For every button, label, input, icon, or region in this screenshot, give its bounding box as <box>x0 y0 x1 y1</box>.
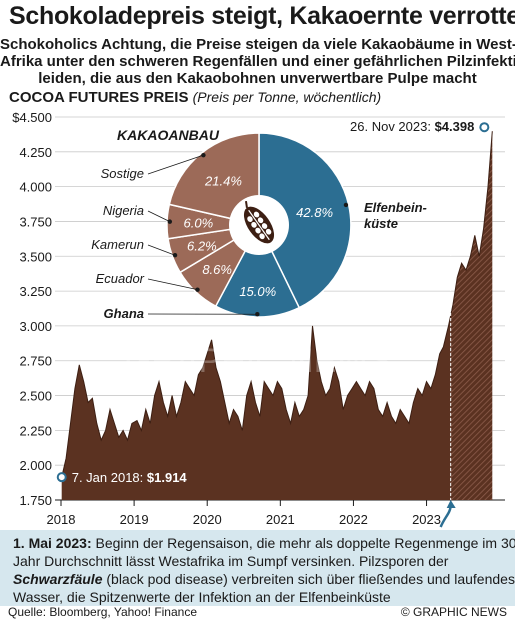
pie-country-label: Sostige <box>101 166 144 181</box>
pie-slice <box>214 223 301 318</box>
brand-credit: © GRAPHIC NEWS <box>400 605 507 619</box>
info-note: 1. Mai 2023: Beginn der Regensaison, die… <box>0 530 515 606</box>
y-tick-label: 2.750 <box>19 354 52 369</box>
subtitle-line-2: Afrika unter den schweren Regenfällen un… <box>0 53 515 70</box>
pie-title: KAKAOANBAU <box>117 127 220 143</box>
y-tick-label: 1.750 <box>19 493 52 508</box>
y-tick-label: 2.500 <box>19 389 52 404</box>
pie-leader-dot <box>255 312 260 317</box>
price-line <box>61 131 493 478</box>
page-title: Schokoladepreis steigt, Kakaoernte verro… <box>9 2 515 30</box>
chart-title-note: (Preis per Tonne, wöchentlich) <box>192 89 382 105</box>
pie-leader <box>147 154 204 175</box>
y-tick-label: $4.500 <box>12 110 52 125</box>
y-tick-label: 4.000 <box>19 180 52 195</box>
x-tick-label: 2019 <box>120 512 149 527</box>
note-text: 1. Mai 2023: Beginn der Regensaison, die… <box>13 534 515 606</box>
y-tick-label: 2.000 <box>19 458 52 473</box>
y-tick-label: 3.500 <box>19 249 52 264</box>
cocoa-pod-icon <box>243 201 275 244</box>
chart-annotations: 7. Jan 2018: $1.914 26. Nov 2023: $4.398 <box>56 119 490 485</box>
start-marker <box>56 472 67 483</box>
x-tick-label: 2018 <box>47 512 76 527</box>
pie-leader <box>147 210 170 222</box>
subtitle: Schokoholics Achtung, die Preise steigen… <box>0 36 515 87</box>
pie-leader <box>147 244 176 256</box>
x-tick-label: 2023 <box>412 512 441 527</box>
pie-slice <box>168 132 260 226</box>
x-tick-label: 2020 <box>193 512 222 527</box>
price-area-hatched <box>450 131 493 500</box>
pie-country-label: Ecuador <box>96 271 145 286</box>
y-tick-label: 3.250 <box>19 284 52 299</box>
pie-value-label: 42.8% <box>296 205 333 220</box>
source-text: Quelle: Bloomberg, Yahoo! Finance <box>8 605 198 619</box>
pie-value-label: 21.4% <box>204 173 242 188</box>
note-arrow <box>439 504 452 528</box>
watermark: GRAPHIC NEWS <box>125 342 391 380</box>
end-value: $4.398 <box>435 119 475 134</box>
end-annotation: 26. Nov 2023: $4.398 <box>350 119 474 134</box>
pie-value-label: 6.0% <box>184 216 214 231</box>
price-area-solid <box>61 315 451 500</box>
x-tick-label: 2022 <box>339 512 368 527</box>
y-tick-label: 4.250 <box>19 145 52 160</box>
note-disease: Schwarzfäule <box>13 571 103 587</box>
pie-country-label: Ghana <box>104 306 144 321</box>
y-tick-label: 3.750 <box>19 214 52 229</box>
price-area <box>61 128 493 528</box>
pie-leader-dot <box>201 152 206 158</box>
subtitle-line-3: leiden, die aus den Kakaobohnen unverwer… <box>38 70 477 87</box>
pie-leader-dot <box>167 219 173 224</box>
note-arrow-head <box>446 500 456 508</box>
note-text-2: (black pod disease) verbreiten sich über… <box>13 571 515 605</box>
pie-leader-dot <box>195 287 200 292</box>
y-tick-label: 2.250 <box>19 423 52 438</box>
end-date: 26. Nov 2023: <box>350 119 435 134</box>
x-tick-label: 2021 <box>266 512 295 527</box>
pie-leader-dot <box>343 202 349 208</box>
note-text-1: Beginn der Regensaison, die mehr als dop… <box>13 535 515 569</box>
pie-leader-dot <box>172 253 178 258</box>
pie-country-label: Kamerun <box>91 237 144 252</box>
note-date: 1. Mai 2023: <box>13 535 92 551</box>
pie-value-label: 15.0% <box>239 284 276 299</box>
production-pie: KAKAOANBAU 42.8% Elfenbein-küste 15.0% Ghana… <box>91 127 427 321</box>
pie-value-label: 6.2% <box>187 239 217 254</box>
pie-slice <box>258 132 352 309</box>
pie-country-label: Nigeria <box>103 203 144 218</box>
end-marker <box>479 122 490 133</box>
x-axis: 2018 2019 2020 2021 2022 2023 <box>47 499 505 527</box>
chart-title: COCOA FUTURES PREIS (Preis per Tonne, wö… <box>9 89 381 106</box>
pie-country-label: küste <box>364 216 398 231</box>
subtitle-line-1: Schokoholics Achtung, die Preise steigen… <box>0 36 515 53</box>
start-value: $1.914 <box>147 470 188 485</box>
start-date: 7. Jan 2018: <box>72 470 147 485</box>
y-tick-label: 3.000 <box>19 319 52 334</box>
start-annotation: 7. Jan 2018: $1.914 <box>72 470 188 485</box>
pie-country-label: Elfenbein- <box>364 200 427 215</box>
chart-title-main: COCOA FUTURES PREIS <box>9 89 189 106</box>
pie-value-label: 8.6% <box>202 262 232 277</box>
y-axis: $4.500 4.250 4.000 3.750 3.500 3.250 3.000 2.75… <box>12 110 52 508</box>
pie-leader <box>147 278 198 291</box>
